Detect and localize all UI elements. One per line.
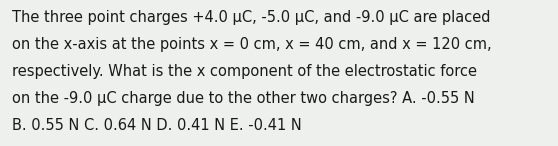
Text: B. 0.55 N C. 0.64 N D. 0.41 N E. -0.41 N: B. 0.55 N C. 0.64 N D. 0.41 N E. -0.41 N: [12, 118, 302, 133]
Text: respectively. What is the x component of the electrostatic force: respectively. What is the x component of…: [12, 64, 477, 79]
Text: on the x-axis at the points x = 0 cm, x = 40 cm, and x = 120 cm,: on the x-axis at the points x = 0 cm, x …: [12, 37, 492, 52]
Text: on the -9.0 μC charge due to the other two charges? A. -0.55 N: on the -9.0 μC charge due to the other t…: [12, 91, 475, 106]
Text: The three point charges +4.0 μC, -5.0 μC, and -9.0 μC are placed: The three point charges +4.0 μC, -5.0 μC…: [12, 10, 491, 25]
